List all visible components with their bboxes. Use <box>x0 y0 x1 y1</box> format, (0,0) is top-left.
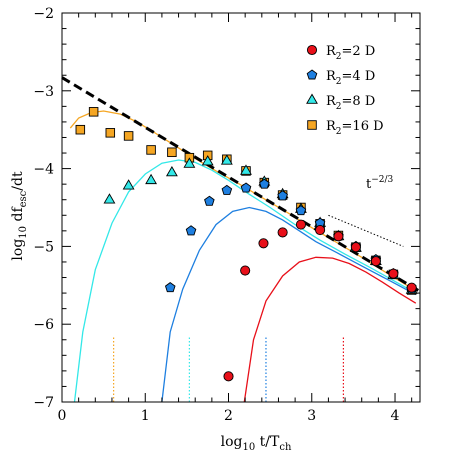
data-point <box>350 242 361 253</box>
x-tick-label: 3 <box>307 408 316 424</box>
data-point <box>223 371 234 382</box>
data-point <box>240 265 251 276</box>
slope-label: t−2/3 <box>366 175 394 192</box>
data-point <box>123 131 134 141</box>
model-curve <box>161 206 417 402</box>
data-point <box>333 231 344 242</box>
data-point <box>185 225 197 236</box>
data-points <box>75 107 418 382</box>
peak-marker-lines <box>113 335 345 402</box>
legend-label: R2=8 D <box>326 94 375 112</box>
data-point <box>164 282 176 293</box>
data-point <box>295 219 306 230</box>
y-tick-label: −3 <box>33 84 54 100</box>
y-tick-label: −4 <box>33 162 54 178</box>
legend-label: R2=4 D <box>326 69 375 87</box>
data-point <box>315 225 326 236</box>
data-point <box>201 155 214 166</box>
data-point <box>103 193 116 204</box>
y-tick-label: −7 <box>33 395 54 411</box>
model-curve <box>243 256 417 402</box>
data-point <box>406 282 417 293</box>
data-point <box>167 147 177 158</box>
data-point <box>105 128 116 138</box>
x-axis-label: log10 t/Tch <box>221 434 292 453</box>
data-point <box>370 256 381 267</box>
y-tick-label: −5 <box>33 239 54 255</box>
x-tick-label: 1 <box>141 408 150 424</box>
data-point <box>204 195 215 206</box>
legend-marker <box>306 44 318 56</box>
slope-annotation: t−2/3 <box>328 175 404 247</box>
data-point <box>145 173 158 185</box>
legend-label: R2=2 D <box>326 44 375 62</box>
data-point <box>259 178 270 189</box>
data-point <box>220 154 233 165</box>
data-point <box>221 184 233 195</box>
x-tick-label: 4 <box>391 408 400 424</box>
legend-label: R2=16 D <box>326 119 384 137</box>
data-point <box>295 205 307 216</box>
axes: 0 1 2 3 4 −7 −6 −5 −4 −3 −2 <box>33 6 421 424</box>
data-point <box>88 107 99 117</box>
data-point <box>183 157 196 168</box>
x-tick-label: 2 <box>224 408 233 424</box>
data-point <box>122 179 135 190</box>
legend: R2=2 D R2=4 D R2=8 D R2=16 D <box>306 44 384 137</box>
slope-guide-line <box>328 214 404 247</box>
y-tick-label: −2 <box>33 6 54 22</box>
x-tick-label: 0 <box>58 408 67 424</box>
data-point <box>388 268 399 279</box>
data-point <box>240 182 252 193</box>
data-point <box>277 190 288 201</box>
data-point <box>75 124 86 135</box>
data-point <box>240 164 252 175</box>
data-point <box>277 227 288 238</box>
y-tick-label: −6 <box>33 317 54 333</box>
plot-frame <box>61 12 421 403</box>
model-curve <box>73 159 417 402</box>
legend-marker <box>306 93 318 104</box>
data-point <box>146 145 156 155</box>
data-point <box>165 165 178 177</box>
legend-marker <box>306 69 318 80</box>
legend-marker <box>307 120 317 130</box>
y-axis-label: log10 dfesc/dt <box>10 171 29 261</box>
data-point <box>258 238 269 249</box>
